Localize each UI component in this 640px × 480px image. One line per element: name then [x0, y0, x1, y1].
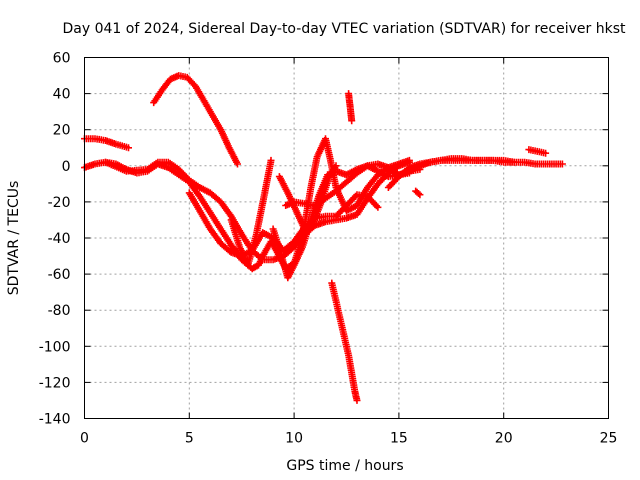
marker-trace — [405, 155, 518, 175]
y-tick-label: -40 — [48, 231, 71, 247]
data-points — [81, 72, 566, 404]
series-arc-m — [405, 155, 518, 175]
x-tick-label: 10 — [285, 431, 303, 447]
marker-trace — [525, 146, 550, 157]
tick-labels: 0 5 10 15 20 25 -140 -120 -100 -80 -60 -40 -20 0 20 40 6… — [39, 51, 618, 447]
marker-trace — [282, 160, 413, 209]
x-tick-label: 5 — [185, 431, 194, 447]
marker-trace — [227, 156, 275, 269]
y-tick-label: -120 — [39, 375, 71, 391]
series-arc-o — [412, 187, 424, 199]
series-arc-n — [525, 146, 550, 157]
y-tick-label: -20 — [48, 195, 71, 211]
x-tick-label: 0 — [80, 431, 89, 447]
series-arc-i — [150, 72, 241, 168]
y-tick-label: 60 — [53, 51, 71, 67]
y-axis-label: SDTVAR / TECUs — [6, 181, 22, 296]
marker-trace — [81, 135, 132, 152]
y-tick-label: 0 — [62, 159, 71, 175]
series-arc-a — [81, 135, 132, 152]
y-tick-label: -60 — [48, 267, 71, 283]
marker-trace — [328, 279, 361, 404]
chart-title: Day 041 of 2024, Sidereal Day-to-day VTE… — [63, 21, 626, 37]
x-tick-label: 20 — [495, 431, 513, 447]
series-arc-h — [227, 156, 275, 269]
plot-frame — [84, 57, 609, 419]
marker-trace — [345, 90, 356, 125]
marker-trace — [150, 72, 241, 168]
y-tick-label: 20 — [53, 123, 71, 139]
x-tick-label: 15 — [390, 431, 408, 447]
series-arc-k — [345, 90, 356, 125]
x-tick-label: 25 — [600, 431, 618, 447]
series-arc-g — [275, 162, 340, 233]
y-tick-label: -80 — [48, 303, 71, 319]
series-arc-j — [328, 279, 361, 404]
marker-trace — [275, 162, 340, 233]
y-tick-label: -100 — [39, 339, 71, 355]
grid — [84, 57, 609, 419]
y-tick-label: -140 — [39, 412, 71, 428]
x-axis-label: GPS time / hours — [286, 458, 403, 474]
series-arc-f — [282, 160, 413, 209]
y-tick-label: 40 — [53, 87, 71, 103]
marker-trace — [412, 187, 424, 199]
